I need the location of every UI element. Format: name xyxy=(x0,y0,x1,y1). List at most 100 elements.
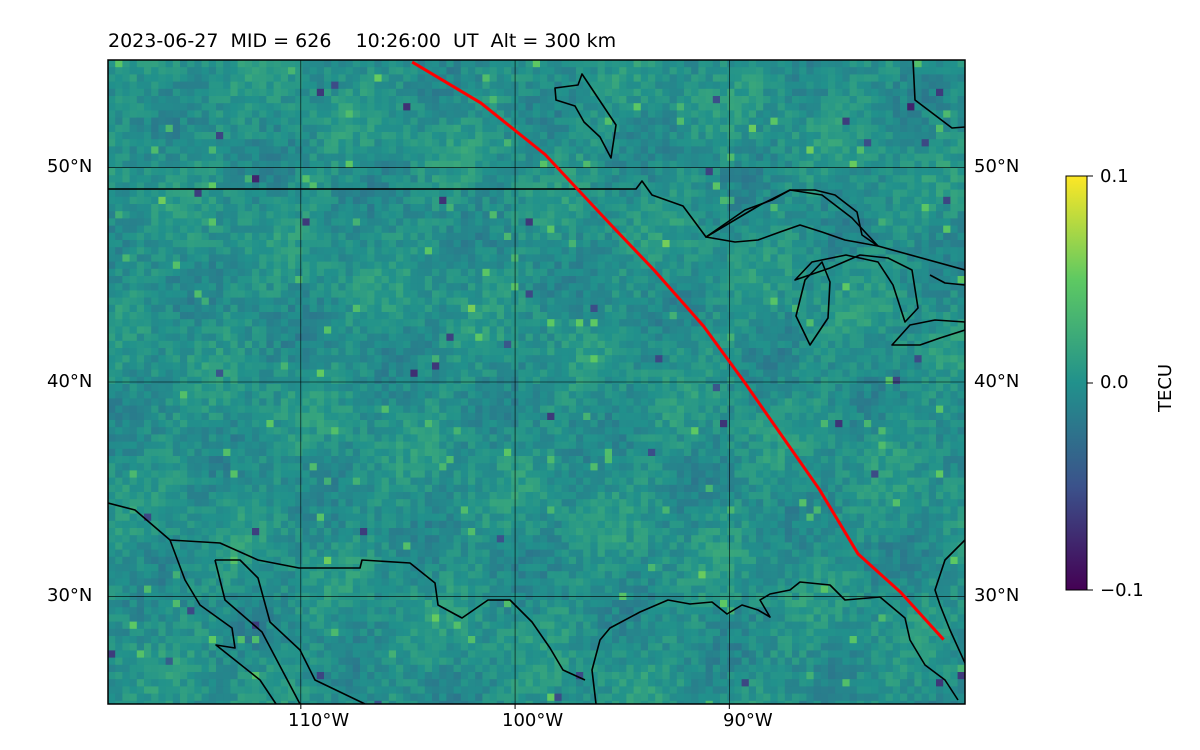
tec-cell xyxy=(439,88,447,97)
tec-cell xyxy=(720,204,728,212)
tec-cell xyxy=(856,67,865,75)
tec-cell xyxy=(446,153,455,162)
tec-cell xyxy=(396,110,404,119)
tec-cell xyxy=(201,276,210,284)
tec-cell xyxy=(194,132,203,140)
tec-cell xyxy=(568,74,577,83)
tec-cell xyxy=(266,261,275,270)
tec-cell xyxy=(439,254,447,263)
tec-cell xyxy=(208,204,217,212)
tec-cell xyxy=(108,240,116,248)
tec-cell xyxy=(612,139,620,147)
tec-cell xyxy=(230,103,239,111)
tec-cell xyxy=(568,276,577,284)
tec-cell xyxy=(316,196,325,205)
tec-cell xyxy=(604,189,613,198)
tec-cell xyxy=(936,225,944,234)
tec-cell xyxy=(432,304,440,313)
tec-cell xyxy=(417,67,426,75)
tec-cell xyxy=(576,88,584,97)
tec-cell xyxy=(684,218,692,227)
tec-cell xyxy=(208,96,217,104)
tec-cell xyxy=(921,88,930,97)
tec-cell xyxy=(590,247,599,255)
tec-cell xyxy=(316,232,325,241)
tec-cell xyxy=(640,189,649,198)
tec-cell xyxy=(331,103,339,111)
tec-cell xyxy=(784,81,793,90)
tec-cell xyxy=(597,110,606,119)
tec-cell xyxy=(338,319,347,327)
tec-cell xyxy=(777,67,786,75)
tec-cell xyxy=(576,175,584,183)
tec-cell xyxy=(892,319,901,327)
tec-cell xyxy=(388,268,397,277)
tec-cell xyxy=(165,326,174,335)
tec-cell xyxy=(842,132,851,140)
tec-cell xyxy=(180,60,188,68)
tec-cell xyxy=(165,124,174,133)
tec-cell xyxy=(374,60,383,68)
tec-cell xyxy=(576,182,584,191)
tec-cell xyxy=(151,232,159,241)
tec-cell xyxy=(784,110,793,119)
tec-cell xyxy=(662,124,671,133)
tec-cell xyxy=(950,124,959,133)
tec-cell xyxy=(705,204,714,212)
tec-cell xyxy=(388,304,397,313)
tec-cell xyxy=(360,240,368,248)
tec-cell xyxy=(259,348,267,356)
tec-cell xyxy=(122,254,131,263)
tec-cell xyxy=(288,232,296,241)
tec-cell xyxy=(165,67,174,75)
tec-cell xyxy=(496,225,505,234)
tec-cell xyxy=(460,204,469,212)
tec-cell xyxy=(576,168,584,176)
tec-cell xyxy=(273,153,282,162)
tec-cell xyxy=(892,67,901,75)
tec-cell xyxy=(612,153,620,162)
tec-cell xyxy=(136,304,145,313)
tec-cell xyxy=(914,254,923,263)
tec-cell xyxy=(144,139,152,147)
tec-cell xyxy=(396,168,404,176)
tec-cell xyxy=(403,124,411,133)
tec-cell xyxy=(576,297,584,306)
tec-cell xyxy=(252,348,260,356)
tec-cell xyxy=(712,196,721,205)
tec-cell xyxy=(230,160,239,169)
tec-cell xyxy=(446,232,455,241)
tec-cell xyxy=(288,146,296,155)
tec-cell xyxy=(468,326,476,335)
tec-cell xyxy=(381,276,390,284)
tec-cell xyxy=(496,153,505,162)
tec-cell xyxy=(237,304,246,313)
tec-cell xyxy=(158,276,167,284)
tec-cell xyxy=(720,124,728,133)
tec-cell xyxy=(432,225,440,234)
tec-cell xyxy=(410,319,419,327)
tec-cell xyxy=(144,117,152,126)
tec-cell xyxy=(201,153,210,162)
tec-cell xyxy=(633,146,642,155)
tec-cell xyxy=(770,290,779,299)
tec-cell xyxy=(331,124,339,133)
tec-cell xyxy=(828,160,836,169)
tec-cell xyxy=(820,240,829,248)
tec-cell xyxy=(381,333,390,342)
tec-cell xyxy=(259,196,267,205)
tec-cell xyxy=(129,333,138,342)
tec-cell xyxy=(115,247,123,255)
tec-cell xyxy=(273,67,282,75)
tec-cell xyxy=(684,247,692,255)
tec-cell xyxy=(792,261,800,270)
tec-cell xyxy=(612,297,620,306)
tec-cell xyxy=(331,175,339,183)
tec-cell xyxy=(432,168,440,176)
tec-cell xyxy=(712,254,721,263)
tec-cell xyxy=(230,96,239,104)
tec-cell xyxy=(842,211,851,219)
tec-cell xyxy=(410,117,419,126)
tec-cell xyxy=(964,110,965,119)
tec-cell xyxy=(806,175,815,183)
